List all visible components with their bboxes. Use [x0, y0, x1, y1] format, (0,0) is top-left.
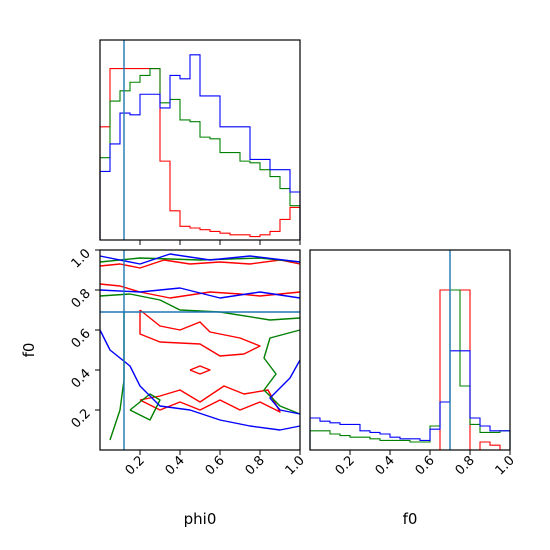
contour-1-4 — [129, 393, 161, 421]
contour-1-1 — [99, 293, 301, 321]
histogram-series-1 — [99, 67, 301, 240]
x-tick-label: 0.4 — [373, 453, 398, 478]
joint-contour-panel: 0.2 0.4 0.6 0.8 1.0 0.2 0.4 0.6 0.8 1.0 phi0 f0 — [20, 246, 308, 528]
contour-2-0 — [99, 253, 301, 265]
x-tick-label: 0.2 — [333, 453, 358, 478]
f0-histogram-series — [309, 289, 511, 451]
joint-ticks: 0.2 0.4 0.6 0.8 1.0 0.2 0.4 0.6 0.8 1.0 — [69, 246, 308, 478]
x-tick-label: 0.4 — [163, 453, 188, 478]
phi0-histogram-series — [99, 54, 301, 240]
phi0-histogram-panel — [99, 39, 301, 245]
histogram-series-2 — [309, 350, 511, 450]
f0-histogram-frame — [309, 249, 511, 451]
histogram-series-2 — [99, 54, 301, 240]
y-axis-label-f0: f0 — [20, 343, 38, 358]
contour-1-3 — [109, 312, 125, 441]
x-axis-label-f0: f0 — [403, 510, 418, 528]
x-axis-label-phi0: phi0 — [184, 510, 217, 528]
histogram-series-0 — [99, 67, 301, 240]
contour-0-3 — [139, 385, 281, 413]
contour-1-2 — [263, 329, 301, 415]
x-tick-label: 1.0 — [283, 453, 308, 478]
contour-2-1 — [99, 287, 301, 299]
x-tick-label: 1.0 — [493, 453, 518, 478]
joint-truth-lines — [100, 250, 300, 450]
contour-2-2 — [99, 329, 301, 431]
contour-0-2 — [139, 309, 261, 357]
x-tick-label: 0.8 — [453, 453, 478, 478]
joint-contour-frame — [99, 249, 301, 451]
x-tick-label: 0.2 — [123, 453, 148, 478]
x-tick-label: 0.6 — [203, 453, 228, 478]
contour-0-4 — [189, 365, 211, 375]
phi0-histogram-ticks — [139, 240, 301, 245]
y-tick-label: 1.0 — [69, 246, 94, 271]
phi0-histogram-frame — [99, 39, 301, 241]
joint-contour-series — [99, 253, 301, 441]
y-tick-label: 0.4 — [69, 366, 94, 391]
f0-histogram-ticks: 0.2 0.4 0.6 0.8 1.0 — [333, 450, 518, 478]
x-tick-label: 0.6 — [413, 453, 438, 478]
y-tick-label: 0.8 — [69, 286, 94, 311]
x-tick-label: 0.8 — [243, 453, 268, 478]
contour-0-0 — [99, 259, 301, 269]
y-tick-label: 0.2 — [69, 406, 94, 431]
contour-2-3 — [269, 359, 301, 415]
y-tick-label: 0.6 — [69, 326, 94, 351]
f0-histogram-panel: 0.2 0.4 0.6 0.8 1.0 f0 — [309, 249, 518, 528]
